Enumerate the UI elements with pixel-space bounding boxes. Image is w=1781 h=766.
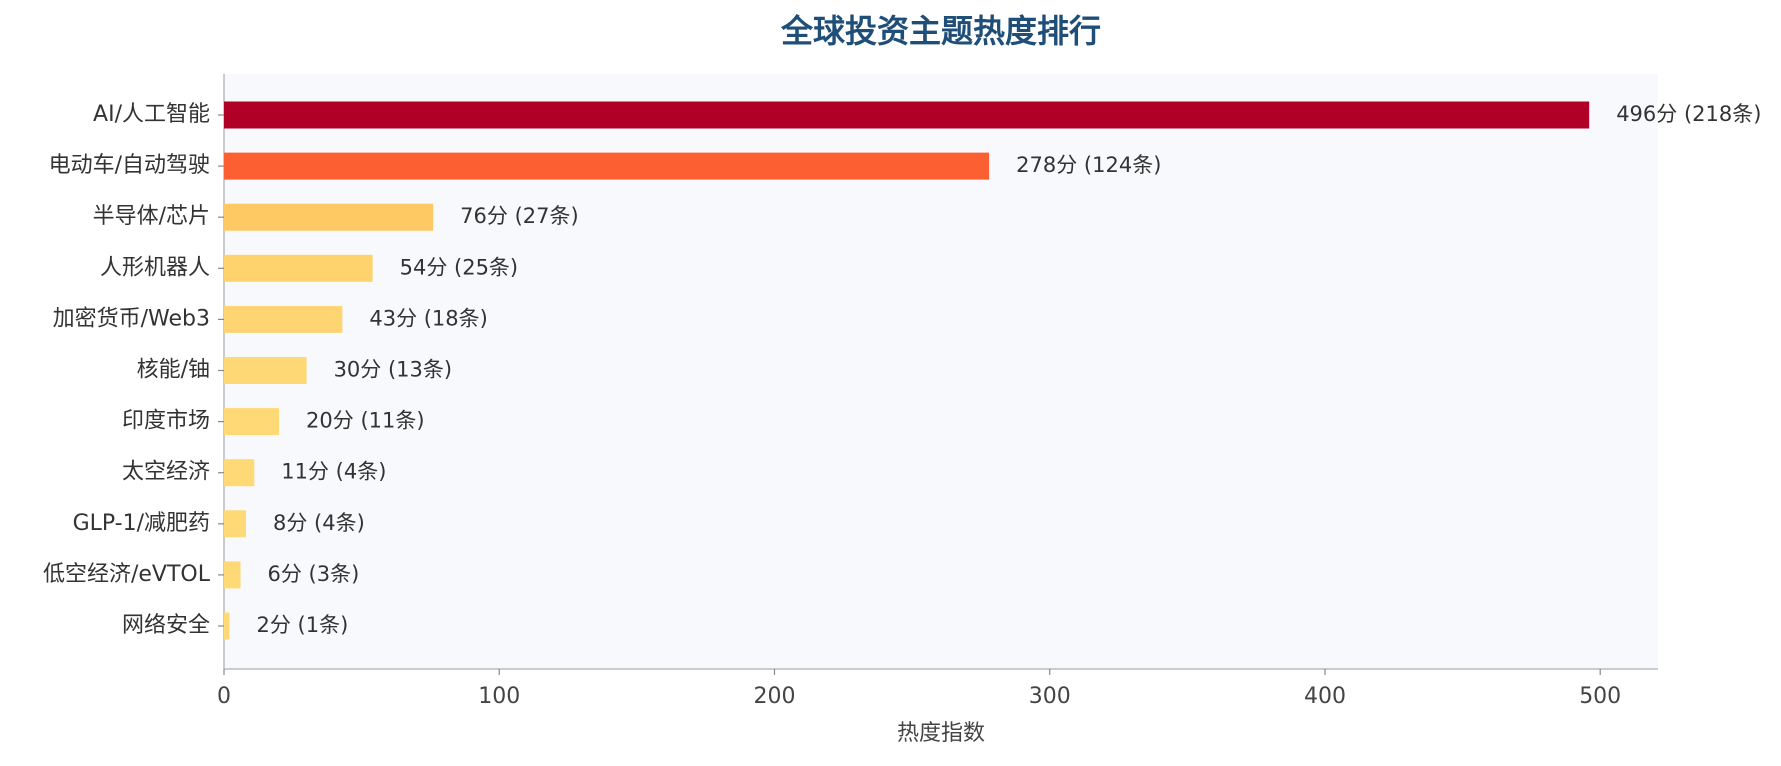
value-label: 54分 (25条) [400,255,519,279]
bar [224,305,343,333]
value-label: 30分 (13条) [334,358,453,382]
y-tick-label: 电动车/自动驾驶 [49,153,210,178]
y-tick-label: 人形机器人 [100,255,210,280]
bar [224,254,373,282]
y-tick-label: 印度市场 [122,409,210,434]
bar [224,152,990,180]
bar [224,408,280,436]
bar [224,101,1590,129]
y-tick-label: 太空经济 [122,460,210,485]
y-tick-label: 半导体/芯片 [93,204,210,229]
y-tick-label: 核能/铀 [137,358,210,383]
y-tick-label: 加密货币/Web3 [53,306,210,331]
value-label: 76分 (27条) [460,204,579,228]
value-label: 8分 (4条) [273,511,365,535]
x-tick-label: 100 [478,684,520,709]
bar [224,561,241,589]
x-tick-label: 500 [1579,684,1621,709]
y-tick-label: GLP-1/减肥药 [73,511,210,536]
bar [224,459,255,487]
value-label: 43分 (18条) [369,306,488,330]
bar [224,357,307,384]
x-tick-label: 200 [753,684,795,709]
value-label: 20分 (11条) [306,409,425,433]
y-tick-label: 网络安全 [122,613,210,638]
x-tick-label: 300 [1029,684,1071,709]
bar [224,612,230,640]
x-axis-label: 热度指数 [897,721,985,746]
y-tick-label: AI/人工智能 [93,102,210,127]
bar [224,203,434,231]
bar [224,510,247,538]
value-label: 11分 (4条) [281,460,386,484]
chart-title: 全球投资主题热度排行 [780,12,1101,50]
value-label: 496分 (218条) [1616,102,1761,126]
y-tick-label: 低空经济/eVTOL [43,562,211,587]
value-label: 278分 (124条) [1016,153,1161,177]
value-label: 6分 (3条) [268,562,360,586]
x-tick-label: 400 [1304,684,1346,709]
x-tick-label: 0 [217,684,231,709]
value-label: 2分 (1条) [257,613,349,637]
